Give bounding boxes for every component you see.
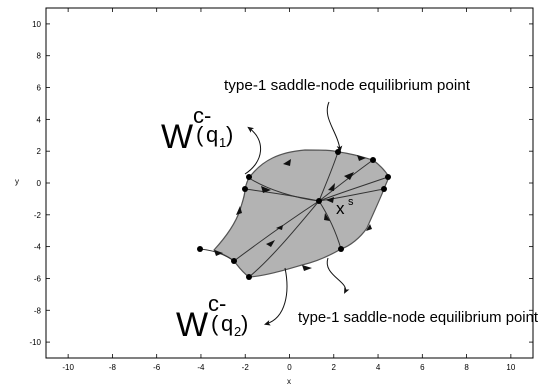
arrow-8 xyxy=(276,225,283,230)
pointer-top xyxy=(326,101,343,153)
svg-text:): ) xyxy=(226,122,233,147)
point-lower-left xyxy=(231,258,237,264)
xs-label: x xyxy=(336,199,345,218)
pointer-w1 xyxy=(244,126,262,175)
trajectory-9 xyxy=(248,200,320,278)
svg-text:c-: c- xyxy=(208,291,226,316)
arrow-2 xyxy=(283,159,291,166)
svg-text:q: q xyxy=(206,122,218,147)
arrow-12 xyxy=(366,224,372,231)
svg-text:q: q xyxy=(221,311,233,336)
x-tick-label: 0 xyxy=(287,363,292,372)
point-top-saddle xyxy=(335,149,341,155)
x-tick-label: 10 xyxy=(506,363,515,372)
svg-text:(: ( xyxy=(196,122,204,147)
point-right-2 xyxy=(381,186,387,192)
arrow-9 xyxy=(266,240,275,247)
x-tick-label: 8 xyxy=(464,363,469,372)
y-tick-label: 2 xyxy=(37,147,42,156)
x-tick-label: -10 xyxy=(62,363,74,372)
arrow-3 xyxy=(357,155,366,161)
pointer-bottom xyxy=(326,257,350,294)
point-upper-left-1 xyxy=(246,174,252,180)
y-tick-label: -6 xyxy=(34,274,42,283)
x-axis-title: x xyxy=(287,377,291,386)
svg-text:W: W xyxy=(161,118,193,156)
point-stable-xs xyxy=(316,198,322,204)
y-tick-label: -4 xyxy=(34,243,42,252)
y-tick-label: -10 xyxy=(29,338,41,347)
x-tick-label: 2 xyxy=(332,363,337,372)
point-exterior xyxy=(197,246,203,252)
point-right-1 xyxy=(385,174,391,180)
point-top-right xyxy=(370,157,376,163)
w-q2-label: W c- ( q 2 ) xyxy=(176,291,248,344)
xs-superscript: s xyxy=(348,196,354,208)
trajectory-7 xyxy=(318,200,342,250)
x-tick-label: 6 xyxy=(420,363,425,372)
trajectory-4 xyxy=(318,159,374,202)
top-annotation: type-1 saddle-node equilibrium point xyxy=(224,77,471,94)
arrow-4 xyxy=(344,172,354,180)
svg-text:(: ( xyxy=(211,311,219,336)
arrow-6 xyxy=(326,197,334,203)
bottom-annotation: type-1 saddle-node equilibrium point xyxy=(298,309,539,326)
arrow-1 xyxy=(261,186,271,193)
svg-text:c-: c- xyxy=(193,103,211,128)
y-tick-label: 10 xyxy=(32,20,41,29)
equilibrium-points xyxy=(197,149,391,280)
trajectory-5 xyxy=(318,176,389,202)
x-tick-label: -8 xyxy=(109,363,117,372)
svg-text:2: 2 xyxy=(234,324,241,339)
arrow-13 xyxy=(214,250,223,256)
x-tick-label: -6 xyxy=(153,363,161,372)
svg-text:W: W xyxy=(176,306,208,344)
trajectory-8 xyxy=(233,200,320,262)
y-tick-label: 6 xyxy=(37,84,42,93)
arrow-7 xyxy=(324,213,330,221)
point-upper-left-2 xyxy=(242,186,248,192)
axis-ticks: -10 -8 -6 -4 -2 0 2 4 6 8 10 -10 -8 -6 -4 -2 0 2 4 6 8 10 xyxy=(29,8,533,372)
trajectory-6 xyxy=(318,188,385,202)
y-tick-label: 4 xyxy=(37,115,42,124)
annotation-pointers xyxy=(244,101,350,326)
y-tick-label: -8 xyxy=(34,306,42,315)
point-bottom-saddle xyxy=(338,246,344,252)
point-bottom-left xyxy=(246,274,252,280)
svg-text:): ) xyxy=(241,311,248,336)
arrow-5 xyxy=(328,183,335,191)
x-tick-label: -2 xyxy=(242,363,250,372)
w-q1-label: W c- ( q 1 ) xyxy=(161,103,233,156)
y-tick-label: 0 xyxy=(37,179,42,188)
arrow-11 xyxy=(302,265,312,271)
y-tick-label: 8 xyxy=(37,52,42,61)
flow-arrows xyxy=(214,155,372,271)
y-tick-label: -2 xyxy=(34,211,42,220)
trajectory-2 xyxy=(244,188,320,202)
trajectory-3 xyxy=(318,151,339,202)
pointer-w2 xyxy=(263,267,288,326)
arrow-10 xyxy=(236,206,242,215)
x-tick-label: -4 xyxy=(197,363,205,372)
trajectories xyxy=(233,151,389,278)
svg-text:1: 1 xyxy=(219,135,226,150)
y-axis-title: y xyxy=(15,177,19,186)
x-tick-label: 4 xyxy=(376,363,381,372)
